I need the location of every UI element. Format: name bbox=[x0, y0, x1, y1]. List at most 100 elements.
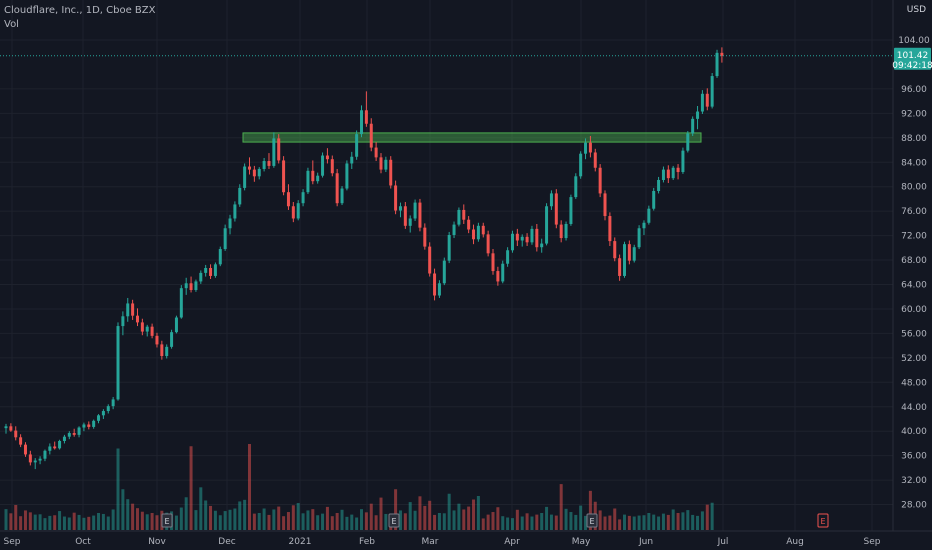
candle bbox=[14, 426, 18, 441]
candle bbox=[140, 318, 144, 336]
volume-bar bbox=[486, 514, 490, 530]
candle bbox=[389, 156, 393, 189]
candle bbox=[257, 167, 261, 180]
volume-bar bbox=[126, 499, 130, 530]
volume-bar bbox=[510, 518, 514, 530]
candle bbox=[559, 220, 563, 243]
candle bbox=[316, 172, 320, 184]
candle bbox=[515, 228, 519, 246]
volume-bar bbox=[408, 502, 412, 530]
candle bbox=[666, 165, 670, 184]
volume-bar bbox=[67, 517, 71, 530]
candle bbox=[233, 201, 237, 222]
volume-bar bbox=[62, 516, 66, 530]
volume-bar bbox=[184, 497, 188, 530]
volume-bar bbox=[179, 507, 183, 530]
symbol-title[interactable]: Cloudflare, Inc., 1D, Cboe BZX bbox=[4, 5, 156, 16]
volume-bar bbox=[666, 514, 670, 530]
volume-bar bbox=[340, 509, 344, 530]
volume-bar bbox=[360, 509, 364, 530]
earnings-marker[interactable]: E bbox=[388, 513, 400, 528]
earnings-marker[interactable]: E bbox=[817, 513, 829, 528]
price-candles bbox=[4, 47, 724, 470]
candle bbox=[720, 47, 724, 63]
volume-bar bbox=[267, 514, 271, 530]
volume-bar bbox=[350, 514, 354, 530]
volume-bar bbox=[496, 507, 500, 530]
candle bbox=[77, 426, 81, 438]
volume-bar bbox=[199, 487, 203, 530]
candle bbox=[496, 266, 500, 286]
candle bbox=[423, 223, 427, 250]
volume-bar bbox=[637, 515, 641, 530]
candle bbox=[116, 322, 120, 401]
time-tick-label: 2021 bbox=[289, 537, 312, 547]
price-tick-label: 80.00 bbox=[901, 183, 927, 193]
volume-bar bbox=[101, 513, 105, 530]
candle bbox=[710, 73, 714, 109]
candle bbox=[135, 308, 139, 327]
volume-bar bbox=[209, 505, 213, 530]
candle bbox=[121, 311, 125, 336]
price-axis[interactable]: 28.00 32.00 36.00 40.00 44.00 48.00 52.00 56.00… bbox=[892, 0, 930, 531]
time-tick-label: Nov bbox=[148, 537, 166, 547]
candle bbox=[486, 230, 490, 257]
earnings-marker[interactable]: E bbox=[161, 513, 173, 528]
candle bbox=[92, 419, 96, 429]
candle bbox=[321, 152, 325, 178]
volume-bar bbox=[218, 515, 222, 530]
candle bbox=[111, 396, 115, 410]
candle bbox=[413, 199, 417, 221]
candle bbox=[549, 190, 553, 210]
candle bbox=[632, 244, 636, 263]
volume-bar bbox=[204, 500, 208, 530]
volume-bar bbox=[696, 515, 700, 530]
candle bbox=[520, 234, 524, 247]
candle bbox=[194, 279, 198, 292]
volume-bar bbox=[262, 508, 266, 530]
candle bbox=[506, 247, 510, 267]
candle bbox=[209, 264, 213, 279]
volume-bar bbox=[598, 510, 602, 530]
candle bbox=[481, 222, 485, 238]
candle bbox=[437, 280, 441, 298]
volume-bar bbox=[77, 514, 81, 530]
candle bbox=[379, 153, 383, 174]
price-tick-label: 64.00 bbox=[901, 281, 927, 291]
resistance-zone[interactable] bbox=[242, 132, 702, 143]
volume-bar bbox=[345, 516, 349, 530]
candle bbox=[213, 262, 217, 278]
volume-bar bbox=[355, 517, 359, 530]
volume-bar bbox=[423, 505, 427, 530]
volume-bar bbox=[82, 517, 86, 530]
volume-bar bbox=[657, 516, 661, 530]
candle bbox=[248, 157, 251, 175]
earnings-marker[interactable]: E bbox=[586, 513, 598, 528]
volume-bar bbox=[520, 516, 524, 530]
candle bbox=[160, 340, 164, 360]
candle bbox=[189, 276, 193, 293]
volume-bar bbox=[379, 497, 383, 530]
volume-bar bbox=[710, 502, 714, 530]
volume-bar bbox=[111, 509, 115, 530]
candle bbox=[657, 176, 661, 194]
price-tick-label: 68.00 bbox=[901, 256, 927, 266]
candle bbox=[53, 441, 57, 450]
candle bbox=[608, 212, 612, 246]
candle bbox=[374, 142, 378, 162]
volume-bar bbox=[72, 512, 76, 530]
volume-bar bbox=[398, 510, 402, 530]
volume-bar bbox=[700, 511, 704, 530]
candle bbox=[467, 216, 471, 234]
volume-bar bbox=[364, 512, 368, 530]
volume-bar bbox=[301, 513, 305, 530]
volume-bar bbox=[618, 519, 622, 530]
volume-bar bbox=[223, 511, 227, 530]
volume-bar bbox=[282, 516, 286, 530]
candle bbox=[252, 165, 256, 182]
candle bbox=[686, 131, 690, 153]
time-axis[interactable]: Sep Oct Nov Dec 2021 Feb Mar Apr May Jun Jul Aug Sep bbox=[0, 530, 932, 547]
volume-bar bbox=[559, 484, 563, 530]
